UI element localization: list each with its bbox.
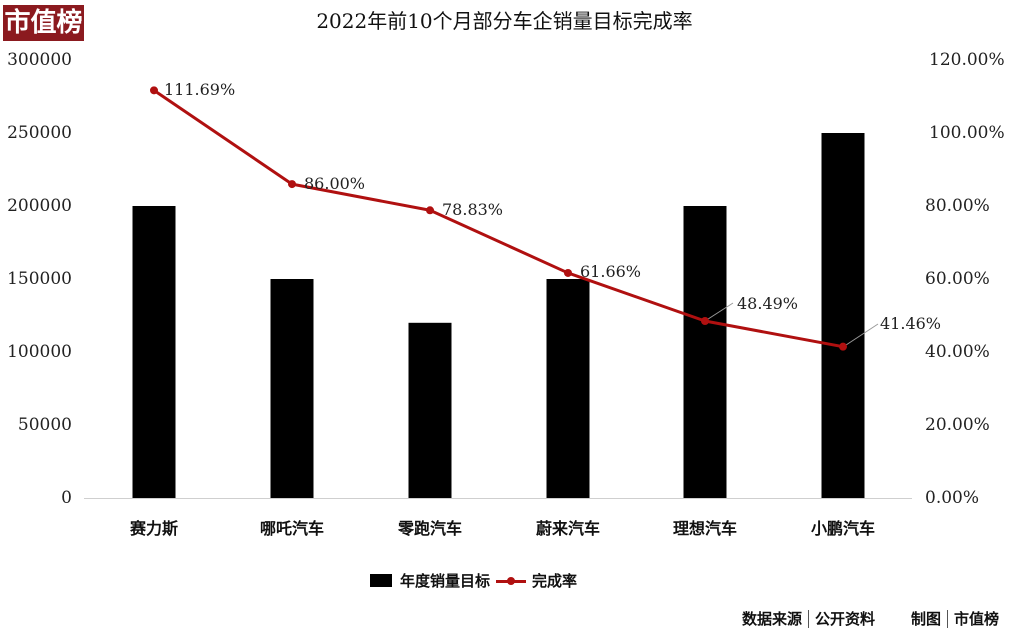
x-axis-label: 小鹏汽车 (810, 519, 875, 538)
line-marker (839, 342, 847, 351)
completion-rate-markers (150, 86, 847, 351)
bar (546, 279, 590, 498)
bar (821, 133, 865, 498)
right-axis-tick: 0.00% (925, 488, 980, 508)
completion-rate-line (153, 89, 844, 349)
line-legend-swatch (496, 574, 527, 588)
left-axis-tick: 100000 (7, 342, 72, 362)
leader-line (842, 323, 879, 348)
brand-logo: 市值榜 (3, 5, 84, 41)
right-axis-tick: 40.00% (925, 342, 990, 362)
left-axis-tick: 300000 (7, 50, 72, 70)
left-axis-tick: 150000 (7, 269, 72, 289)
leader-line (704, 302, 734, 322)
bar-legend-label: 年度销量目标 (400, 572, 491, 590)
chart-title: 2022年前10个月部分车企销量目标完成率 (316, 9, 693, 33)
data-label: 86.00% (304, 174, 366, 193)
left-axis-tick: 200000 (7, 196, 72, 216)
source-value: 公开资料 (814, 610, 875, 628)
source-label: 数据来源 (741, 610, 802, 628)
data-label: 41.46% (880, 314, 942, 333)
line-marker (701, 317, 709, 326)
line-marker (564, 268, 572, 277)
x-axis-label: 理想汽车 (672, 519, 737, 538)
right-axis-tick: 100.00% (929, 123, 1005, 143)
data-label: 61.66% (580, 262, 642, 281)
maker-label: 制图 (910, 610, 941, 628)
label-leader-lines (704, 302, 879, 348)
x-axis-label: 哪吒汽车 (259, 519, 324, 538)
divider (807, 609, 809, 628)
right-axis-tick: 80.00% (925, 196, 990, 216)
left-axis-tick: 0 (61, 488, 72, 508)
maker-value: 市值榜 (953, 610, 999, 628)
x-axis-label: 蔚来汽车 (535, 519, 600, 538)
right-axis-tick: 20.00% (925, 415, 990, 435)
line-marker (288, 180, 296, 189)
line-marker (150, 86, 158, 95)
bar (408, 322, 452, 498)
chart-footer: 数据来源 公开资料 制图 市值榜 (742, 608, 999, 629)
line-marker (426, 206, 434, 215)
data-label: 111.69% (164, 80, 236, 99)
right-axis-tick: 120.00% (929, 50, 1005, 70)
chart-legend: 年度销量目标 完成率 (370, 570, 577, 591)
data-label: 48.49% (737, 294, 799, 313)
x-axis-label: 赛力斯 (129, 519, 178, 538)
bar (683, 206, 727, 498)
bar-legend-swatch (370, 574, 392, 587)
bar (132, 206, 176, 498)
line-legend-label: 完成率 (532, 572, 578, 590)
bar-series (132, 133, 865, 498)
data-label: 78.83% (442, 200, 504, 219)
left-axis-tick: 50000 (17, 415, 72, 435)
right-axis-tick: 60.00% (925, 269, 990, 289)
bar (270, 279, 314, 498)
x-axis-label: 零跑汽车 (397, 519, 462, 538)
divider (946, 609, 948, 628)
left-axis-tick: 250000 (7, 123, 72, 143)
